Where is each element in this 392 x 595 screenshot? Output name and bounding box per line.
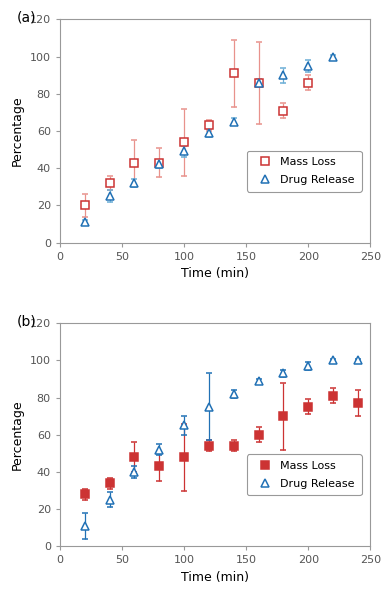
X-axis label: Time (min): Time (min) [181, 267, 249, 280]
Y-axis label: Percentage: Percentage [11, 96, 24, 167]
Legend: Mass Loss, Drug Release: Mass Loss, Drug Release [247, 151, 362, 192]
Text: (a): (a) [16, 11, 36, 24]
X-axis label: Time (min): Time (min) [181, 571, 249, 584]
Text: (b): (b) [16, 314, 36, 328]
Legend: Mass Loss, Drug Release: Mass Loss, Drug Release [247, 455, 362, 496]
Y-axis label: Percentage: Percentage [11, 399, 24, 470]
